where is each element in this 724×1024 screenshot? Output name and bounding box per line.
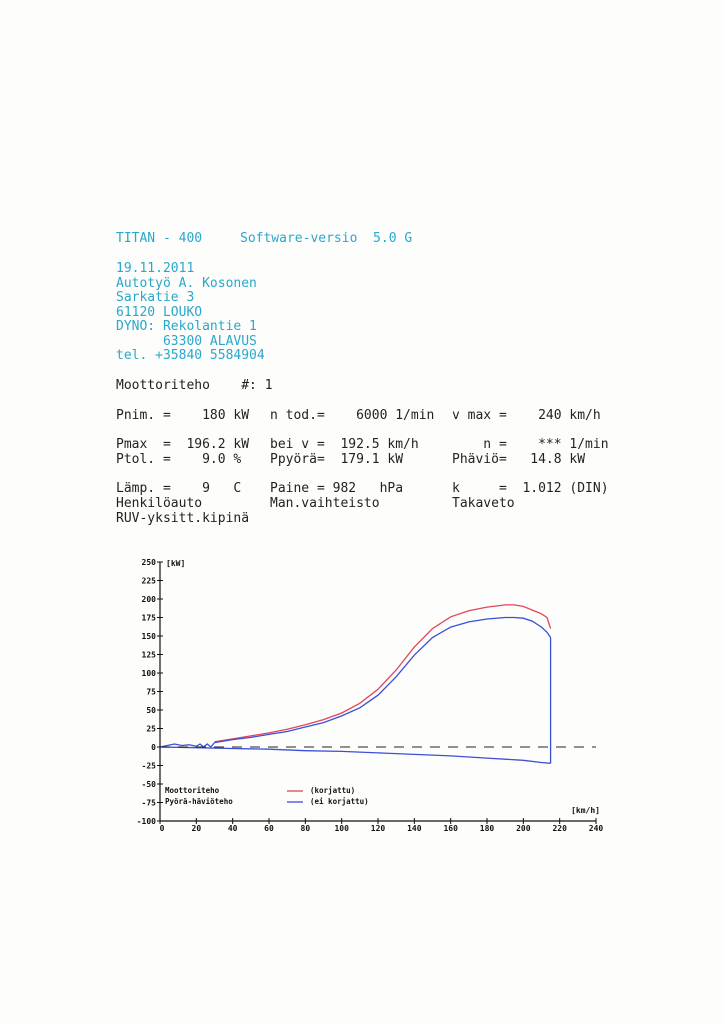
y-tick-label: 175 xyxy=(142,614,157,623)
phone-line: tel. +35840 5584904 xyxy=(116,348,265,363)
ppyora-value: Ppyörä= 179.1 kW xyxy=(270,452,404,467)
y-axis-label: [kW] xyxy=(166,559,185,568)
printout-header: TITAN - 400 Software-versio 5.0 G 19.11.… xyxy=(116,231,412,377)
vmax-value: v max = 240 km/h xyxy=(452,408,601,423)
dyno-postal-line: 63300 ALAVUS xyxy=(116,333,257,349)
x-axis-label: [km/h] xyxy=(571,806,600,815)
postal-line: 61120 LOUKO xyxy=(116,304,203,320)
bei-v-value: bei v = 192.5 km/h xyxy=(270,437,419,452)
legend-name: Pyörä-häviöteho xyxy=(165,797,233,806)
y-tick-label: 200 xyxy=(142,595,157,604)
x-tick-label: 0 xyxy=(160,824,165,833)
series-line-0 xyxy=(214,604,552,743)
y-tick-label: 75 xyxy=(146,688,156,697)
pnim-value: Pnim. = 180 kW xyxy=(116,408,250,423)
x-tick-label: 80 xyxy=(301,824,311,833)
series-line-2 xyxy=(159,746,551,764)
n-value: n = *** 1/min xyxy=(452,437,609,452)
ignition-type: RUV-yksitt.kipinä xyxy=(116,511,250,526)
pmax-value: Pmax = 196.2 kW xyxy=(116,437,250,452)
y-tick-label: 125 xyxy=(142,651,157,660)
x-tick-label: 120 xyxy=(371,824,386,833)
x-tick-label: 140 xyxy=(407,824,422,833)
y-tick-label: 50 xyxy=(146,706,156,715)
date-line: 19.11.2011 xyxy=(116,261,195,276)
report-heading: Moottoriteho #: 1 xyxy=(116,378,273,393)
y-tick-label: -75 xyxy=(142,799,157,808)
x-tick-label: 240 xyxy=(589,824,604,833)
y-tick-label: -50 xyxy=(142,780,157,789)
drive-type: Takaveto xyxy=(452,496,515,511)
dyno-line: DYNO: Rekolantie 1 xyxy=(116,319,257,334)
y-tick-label: 0 xyxy=(151,743,156,752)
k-value: k = 1.012 (DIN) xyxy=(452,481,609,496)
y-tick-label: -25 xyxy=(142,762,157,771)
x-tick-label: 200 xyxy=(516,824,531,833)
vehicle-type: Henkilöauto xyxy=(116,496,203,511)
legend-name: Moottoriteho xyxy=(165,786,220,795)
y-tick-label: 150 xyxy=(142,632,157,641)
series-line-3 xyxy=(159,742,216,748)
y-tick-label: 25 xyxy=(146,725,156,734)
x-tick-label: 20 xyxy=(192,824,202,833)
software-version: Software-versio 5.0 G xyxy=(240,231,413,246)
lamp-value: Lämp. = 9 C xyxy=(116,481,242,496)
x-tick-label: 40 xyxy=(228,824,238,833)
gearbox-type: Man.vaihteisto xyxy=(270,496,380,511)
x-tick-label: 220 xyxy=(552,824,567,833)
x-tick-label: 180 xyxy=(480,824,495,833)
ptol-value: Ptol. = 9.0 % xyxy=(116,452,242,467)
device-title: TITAN - 400 xyxy=(116,231,203,246)
y-tick-label: 225 xyxy=(142,577,157,586)
series-line-1 xyxy=(214,616,552,744)
paine-value: Paine = 982 hPa xyxy=(270,481,404,496)
n-tod-value: n tod.= 6000 1/min xyxy=(270,408,435,423)
company-line: Autotyö A. Kosonen xyxy=(116,275,257,291)
x-tick-label: 160 xyxy=(443,824,458,833)
y-tick-label: 250 xyxy=(142,558,157,567)
phavio-value: Phäviö= 14.8 kW xyxy=(452,452,586,467)
legend-label: (korjattu) xyxy=(310,786,355,795)
street-line: Sarkatie 3 xyxy=(116,290,195,305)
x-tick-label: 60 xyxy=(264,824,274,833)
legend-label: (ei korjattu) xyxy=(310,797,369,806)
x-tick-label: 100 xyxy=(334,824,349,833)
y-tick-label: 100 xyxy=(142,669,157,678)
y-tick-label: -100 xyxy=(137,817,156,826)
